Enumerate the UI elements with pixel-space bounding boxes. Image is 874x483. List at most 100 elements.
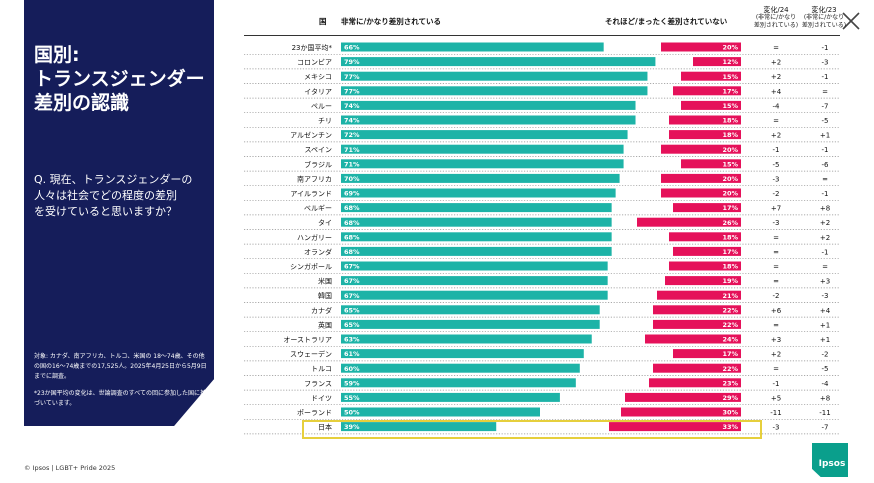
change24-value: +6 [771, 307, 782, 315]
discriminated-bar [341, 261, 608, 271]
not-discriminated-header: それほど/まったく差別されていない [605, 17, 728, 26]
country-label: オランダ [304, 247, 332, 256]
discriminated-value-label: 74% [344, 117, 360, 125]
not-discriminated-bar [645, 334, 741, 344]
discriminated-bar [341, 407, 540, 417]
not-discriminated-value-label: 22% [722, 365, 738, 373]
methodology-note: 対象: カナダ、南アフリカ、トルコ、米国の 18～74歳、その他の国の16～74… [34, 353, 207, 380]
change24-value: = [773, 365, 779, 373]
change23-value: -3 [822, 292, 829, 300]
discriminated-value-label: 77% [344, 73, 360, 81]
discriminated-bar [341, 217, 612, 227]
change23-value: -1 [822, 44, 829, 52]
not-discriminated-value-label: 20% [722, 44, 738, 52]
country-label: ドイツ [311, 394, 332, 402]
change24-value: -3 [773, 424, 780, 432]
change23-value: +2 [820, 219, 830, 227]
not-discriminated-bar [661, 173, 741, 183]
change23-value: -1 [822, 190, 829, 198]
change24-value: = [773, 248, 779, 256]
country-label: 日本 [318, 423, 332, 432]
change24-value: -1 [773, 146, 780, 154]
discriminated-value-label: 67% [344, 263, 360, 271]
not-discriminated-bar [681, 159, 741, 169]
not-discriminated-value-label: 23% [722, 379, 738, 387]
change24-header-line3: 差別されている) [753, 22, 799, 29]
discriminated-value-label: 72% [344, 131, 360, 139]
country-label: チリ [318, 117, 332, 125]
change23-value: +3 [820, 278, 830, 286]
change23-value: -2 [822, 351, 829, 359]
change24-value: -4 [773, 102, 781, 110]
not-discriminated-bar [653, 305, 741, 315]
not-discriminated-value-label: 20% [722, 175, 738, 183]
discriminated-bar [341, 71, 648, 81]
discriminated-bar [341, 334, 592, 344]
country-header: 国 [319, 17, 327, 26]
change23-value: -5 [822, 365, 829, 373]
country-label: オーストラリア [283, 336, 332, 344]
country-label: 米国 [318, 277, 332, 286]
country-label: フランス [304, 380, 332, 388]
not-discriminated-value-label: 33% [722, 423, 738, 431]
discriminated-value-label: 68% [344, 219, 360, 227]
discriminated-value-label: 69% [344, 190, 360, 198]
not-discriminated-value-label: 18% [722, 117, 738, 125]
country-label: 南アフリカ [297, 174, 332, 183]
not-discriminated-value-label: 24% [722, 336, 738, 344]
not-discriminated-value-label: 12% [722, 58, 738, 66]
not-discriminated-value-label: 22% [722, 306, 738, 314]
discriminated-bar [341, 290, 608, 300]
discriminated-header: 非常に/かなり差別されている [341, 17, 442, 26]
change23-value: +1 [820, 321, 830, 329]
country-label: 韓国 [318, 291, 332, 300]
country-label: メキシコ [304, 73, 332, 81]
copyright-text: © Ipsos | LGBT+ Pride 2025 [24, 464, 116, 472]
country-label: ハンガリー [297, 233, 332, 242]
change24-header: 変化/24 (非常に/かなり 差別されている) [751, 6, 801, 30]
change23-value: -4 [822, 380, 830, 388]
not-discriminated-value-label: 18% [722, 233, 738, 241]
close-icon[interactable] [840, 10, 862, 32]
change24-value: +3 [771, 336, 781, 344]
discriminated-value-label: 74% [344, 102, 360, 110]
country-label: 英国 [318, 320, 332, 329]
change23-value: -7 [822, 424, 829, 432]
not-discriminated-value-label: 21% [722, 292, 738, 300]
discriminated-bar [341, 130, 628, 140]
ipsos-logo: Ipsos [812, 443, 848, 477]
country-label: ベルギー [304, 205, 332, 213]
discriminated-bar [341, 363, 580, 373]
not-discriminated-value-label: 19% [722, 277, 738, 285]
not-discriminated-value-label: 17% [722, 204, 738, 212]
discriminated-value-label: 55% [344, 394, 360, 402]
not-discriminated-bar [669, 115, 741, 125]
change23-header-line2: (非常に/かなり [803, 14, 845, 21]
change24-value: -2 [773, 190, 780, 198]
country-label: ポーランド [297, 409, 332, 417]
not-discriminated-bar [673, 203, 741, 213]
change23-value: -5 [822, 117, 829, 125]
discriminated-bar [341, 86, 648, 96]
country-label: シンガポール [290, 262, 332, 271]
change24-value: +4 [771, 88, 782, 96]
country-label: ブラジル [304, 160, 332, 169]
not-discriminated-bar [661, 42, 741, 52]
country-label: トルコ [311, 365, 332, 373]
not-discriminated-bar [649, 378, 741, 388]
country-label: スペイン [304, 146, 332, 154]
not-discriminated-bar [681, 100, 741, 110]
country-label: コロンビア [297, 58, 332, 67]
change23-header: 変化/23 (非常に/かなり 差別されている) [799, 6, 849, 30]
change23-value: +2 [820, 234, 830, 242]
change24-value: -2 [773, 292, 780, 300]
discriminated-value-label: 68% [344, 233, 360, 241]
change24-value: -1 [773, 380, 780, 388]
change23-value: -1 [822, 73, 829, 81]
discriminated-bar [341, 319, 600, 329]
discriminated-value-label: 67% [344, 292, 360, 300]
not-discriminated-bar [625, 392, 741, 402]
change24-value: = [773, 278, 779, 286]
discriminated-value-label: 68% [344, 248, 360, 256]
not-discriminated-value-label: 17% [722, 248, 738, 256]
